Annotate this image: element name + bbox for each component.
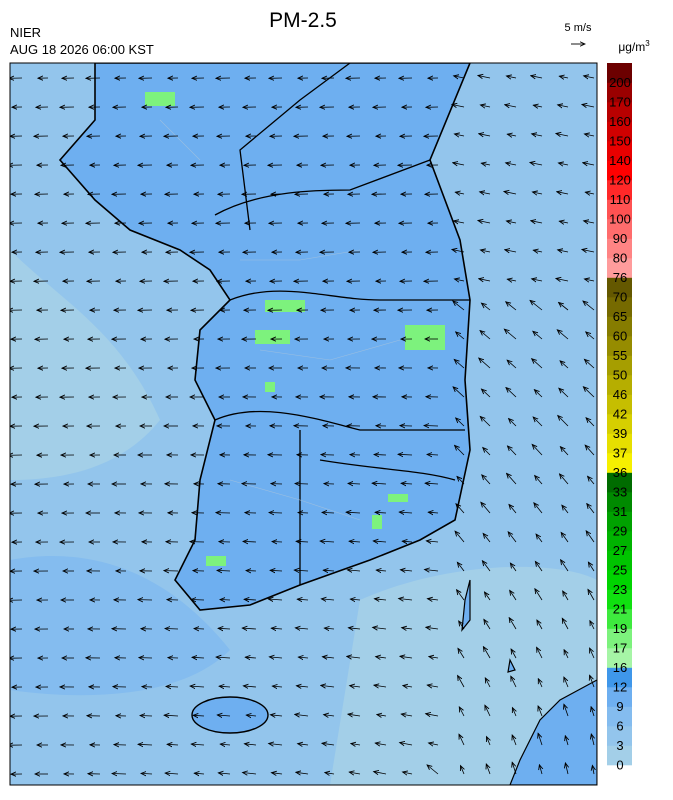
colorbar-label: 33 xyxy=(613,485,627,500)
title: PM-2.5 xyxy=(269,9,337,32)
colorbar-label: 200 xyxy=(609,75,631,90)
colorbar-label: 17 xyxy=(613,641,627,656)
colorbar-label: 120 xyxy=(609,173,631,188)
colorbar-label: 36 xyxy=(613,465,627,480)
colorbar-label: 70 xyxy=(613,290,627,305)
colorbar-label: 19 xyxy=(613,621,627,636)
colorbar-label: 39 xyxy=(613,426,627,441)
colorbar-label: 60 xyxy=(613,329,627,344)
patch xyxy=(145,92,175,106)
wind-arrow xyxy=(112,774,126,775)
colorbar-label: 160 xyxy=(609,114,631,129)
wind-arrow xyxy=(165,629,178,630)
colorbar-label: 90 xyxy=(613,231,627,246)
colorbar-label: 16 xyxy=(613,660,627,675)
wind-arrow xyxy=(194,629,204,630)
unit-label: μg/m3 xyxy=(618,39,650,54)
colorbar-label: 0 xyxy=(616,758,623,773)
colorbar-label: 3 xyxy=(616,738,623,753)
source: NIER xyxy=(10,25,41,40)
colorbar-label: 100 xyxy=(609,212,631,227)
colorbar-label: 55 xyxy=(613,348,627,363)
patch xyxy=(255,330,290,344)
colorbar-label: 27 xyxy=(613,543,627,558)
colorbar-label: 25 xyxy=(613,563,627,578)
wind-arrow xyxy=(298,513,308,514)
colorbar-label: 21 xyxy=(613,602,627,617)
colorbar-label: 170 xyxy=(609,95,631,110)
wind-arrow xyxy=(140,716,152,717)
colorbar-label: 29 xyxy=(613,524,627,539)
wind-arrow xyxy=(424,426,438,427)
colorbar-label: 80 xyxy=(613,251,627,266)
timestamp: AUG 18 2026 06:00 KST xyxy=(10,42,154,57)
wind-arrow xyxy=(272,542,282,543)
colorbar-label: 65 xyxy=(613,309,627,324)
wind-arrow xyxy=(374,455,386,456)
colorbar-label: 110 xyxy=(610,192,631,207)
colorbar-label: 6 xyxy=(616,719,623,734)
colorbar-label: 46 xyxy=(613,387,627,402)
patch xyxy=(265,382,275,392)
patch xyxy=(405,325,445,350)
colorbar-label: 37 xyxy=(613,446,627,461)
patch xyxy=(206,556,226,566)
colorbar: 0369121617192123252729313336373942465055… xyxy=(607,63,632,773)
colorbar-label: 76 xyxy=(613,270,627,285)
wind-arrow xyxy=(246,571,256,572)
colorbar-label: 140 xyxy=(609,153,631,168)
map-area xyxy=(8,63,597,785)
wind-arrow xyxy=(220,600,230,601)
wind-arrow xyxy=(295,484,308,485)
wind-scale-label: 5 m/s xyxy=(565,22,592,34)
unit: μg/m xyxy=(618,40,645,54)
unit-exponent: 3 xyxy=(645,39,650,48)
colorbar-label: 12 xyxy=(613,680,627,695)
wind-arrow xyxy=(191,600,204,601)
colorbar-label: 23 xyxy=(613,582,627,597)
wind-arrow xyxy=(269,513,282,514)
colorbar-label: 150 xyxy=(609,134,631,149)
colorbar-label: 31 xyxy=(613,504,627,519)
jeju-island xyxy=(192,697,268,733)
colorbar-label: 50 xyxy=(613,368,627,383)
colorbar-label: 42 xyxy=(613,407,627,422)
colorbar-label: 9 xyxy=(616,699,623,714)
patch xyxy=(372,515,382,529)
patch xyxy=(388,494,408,502)
